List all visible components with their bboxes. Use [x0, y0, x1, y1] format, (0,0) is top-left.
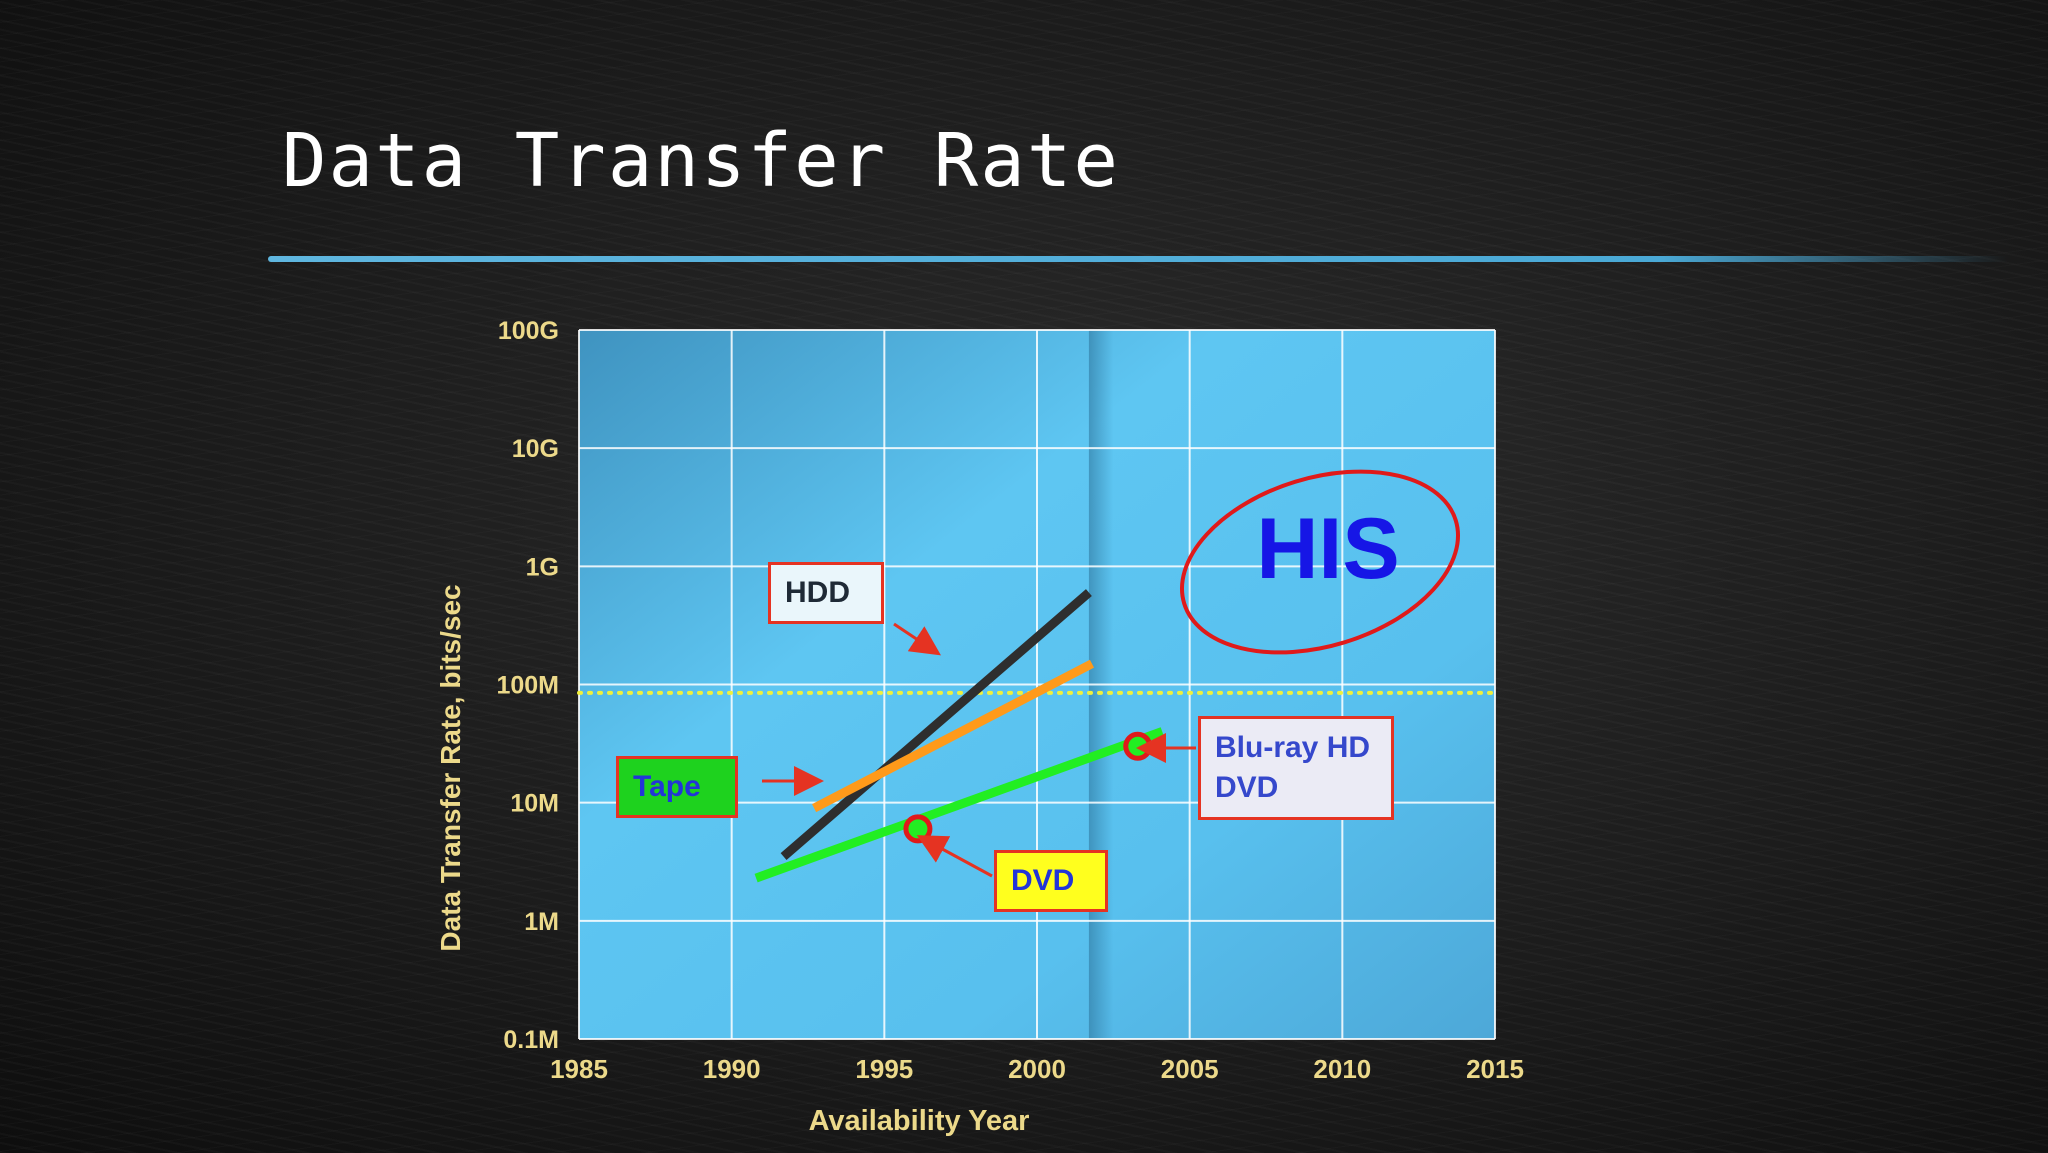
bluray-label-box: Blu-ray HD DVD — [1198, 716, 1394, 820]
title-divider — [268, 256, 2008, 262]
bluray-label-line1: Blu-ray HD — [1215, 731, 1371, 764]
y-axis-label: Data Transfer Rate, bits/sec — [435, 584, 466, 951]
y-tick-label-0-1m: 0.1M — [503, 1026, 559, 1054]
dvd-arrow — [916, 835, 993, 878]
dvd-label: DVD — [1011, 864, 1075, 897]
x-tick-label-2005: 2005 — [1161, 1054, 1219, 1084]
tape-label-box: Tape — [616, 756, 738, 818]
series-line-dvd — [754, 727, 1164, 883]
y-tick-label-100g: 100G — [498, 317, 559, 345]
his-ellipse — [1180, 469, 1460, 655]
hdd-label: HDD — [785, 576, 850, 609]
y-tick-label-10g: 10G — [512, 435, 559, 463]
x-tick-label-2010: 2010 — [1313, 1054, 1371, 1084]
series-line-tape — [812, 659, 1095, 813]
hdd-label-box: HDD — [768, 562, 884, 624]
slide-title: Data Transfer Rate — [282, 118, 1120, 204]
dvd-label-box: DVD — [994, 850, 1108, 912]
x-tick-label-1995: 1995 — [855, 1054, 913, 1084]
hdd-arrow — [893, 622, 941, 656]
series-line-hdd — [780, 589, 1092, 860]
bluray-label-line2: DVD — [1215, 771, 1279, 804]
marker-blu-ray-hd-dvd — [1123, 731, 1153, 761]
y-tick-label-1m: 1M — [524, 908, 559, 936]
x-tick-label-2015: 2015 — [1466, 1054, 1524, 1084]
y-tick-label-100m: 100M — [496, 672, 559, 700]
y-tick-label-1g: 1G — [526, 553, 559, 581]
x-tick-label-2000: 2000 — [1008, 1054, 1066, 1084]
his-label: HIS — [1256, 501, 1400, 597]
tape-label: Tape — [633, 770, 701, 803]
x-axis-label: Availability Year — [809, 1105, 1030, 1137]
marker-dvd — [903, 814, 933, 844]
x-tick-label-1990: 1990 — [703, 1054, 761, 1084]
y-tick-label-10m: 10M — [510, 790, 559, 818]
x-tick-label-1985: 1985 — [550, 1054, 608, 1084]
